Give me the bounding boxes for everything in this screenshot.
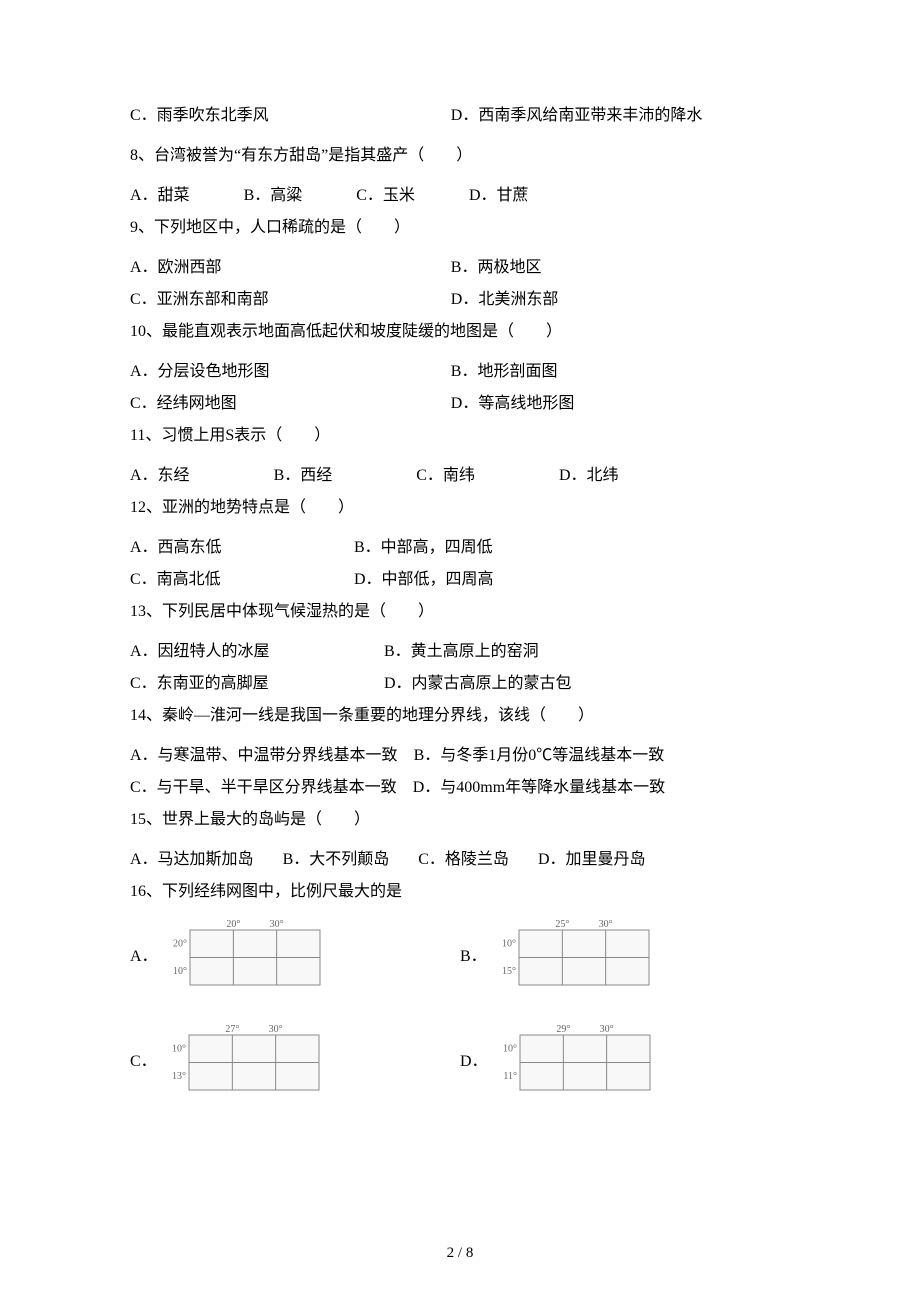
q10-option-c: C．经纬网地图 bbox=[130, 388, 447, 420]
q12-option-a: A．西高东低 bbox=[130, 532, 300, 564]
grid-diagram-b: 25° 30° 10° 15° bbox=[495, 916, 655, 991]
q11-option-a: A．东经 bbox=[130, 460, 190, 492]
q13-option-a: A．因纽特人的冰屋 bbox=[130, 636, 330, 668]
q9-stem: 9、下列地区中，人口稀疏的是（ ） bbox=[130, 212, 790, 244]
q8-option-c: C．玉米 bbox=[356, 180, 415, 212]
q14-stem: 14、秦岭—淮河一线是我国一条重要的地理分界线，该线（ ） bbox=[130, 700, 790, 732]
q14-option-a: A．与寒温带、中温带分界线基本一致 bbox=[130, 747, 398, 764]
q16-option-d: D． 29° 30° 10° 11° bbox=[460, 1021, 790, 1096]
q15-option-b: B．大不列颠岛 bbox=[283, 844, 390, 876]
q11-option-d: D．北纬 bbox=[559, 460, 619, 492]
q14-option-c: C．与干旱、半干旱区分界线基本一致 bbox=[130, 779, 397, 796]
svg-text:25°: 25° bbox=[555, 919, 569, 930]
grid-diagram-c: 27° 30° 10° 13° bbox=[165, 1021, 325, 1096]
q13-options-cd: C．东南亚的高脚屋 D．内蒙古高原上的蒙古包 bbox=[130, 668, 790, 700]
q9-option-c: C．亚洲东部和南部 bbox=[130, 284, 447, 316]
q16-label-a: A． bbox=[130, 942, 158, 966]
svg-text:20°: 20° bbox=[226, 919, 240, 930]
q16-label-c: C． bbox=[130, 1047, 157, 1071]
q10-stem: 10、最能直观表示地面高低起伏和坡度陡缓的地图是（ ） bbox=[130, 316, 790, 348]
svg-text:29°: 29° bbox=[556, 1024, 570, 1035]
grid-diagram-a: 20° 30° 20° 10° bbox=[166, 916, 326, 991]
q7-option-c: C．雨季吹东北季风 bbox=[130, 100, 447, 132]
q13-option-c: C．东南亚的高脚屋 bbox=[130, 668, 330, 700]
q13-option-b: B．黄土高原上的窑洞 bbox=[384, 636, 539, 668]
q11-options: A．东经 B．西经 C．南纬 D．北纬 bbox=[130, 460, 790, 492]
q10-options-ab: A．分层设色地形图 B．地形剖面图 bbox=[130, 356, 790, 388]
q13-stem: 13、下列民居中体现气候湿热的是（ ） bbox=[130, 596, 790, 628]
q15-stem: 15、世界上最大的岛屿是（ ） bbox=[130, 804, 790, 836]
svg-text:15°: 15° bbox=[502, 966, 516, 977]
svg-text:10°: 10° bbox=[172, 1044, 186, 1055]
q16-option-a: A． 20° 30° 20° 10° bbox=[130, 916, 460, 991]
q8-option-a: A．甜菜 bbox=[130, 180, 190, 212]
q8-stem: 8、台湾被誉为“有东方甜岛”是指其盛产（ ） bbox=[130, 140, 790, 172]
q10-option-a: A．分层设色地形图 bbox=[130, 356, 447, 388]
q9-option-b: B．两极地区 bbox=[451, 252, 768, 284]
svg-text:30°: 30° bbox=[269, 919, 283, 930]
svg-text:30°: 30° bbox=[268, 1024, 282, 1035]
q14-option-d: D．与400mm年等降水量线基本一致 bbox=[413, 779, 665, 796]
q15-options: A．马达加斯加岛 B．大不列颠岛 C．格陵兰岛 D．加里曼丹岛 bbox=[130, 844, 790, 876]
q7-option-d: D．西南季风给南亚带来丰沛的降水 bbox=[451, 100, 768, 132]
q15-option-d: D．加里曼丹岛 bbox=[538, 844, 646, 876]
q11-option-b: B．西经 bbox=[274, 460, 333, 492]
q10-option-d: D．等高线地形图 bbox=[451, 388, 768, 420]
q12-option-c: C．南高北低 bbox=[130, 564, 300, 596]
q10-option-b: B．地形剖面图 bbox=[451, 356, 768, 388]
q16-stem: 16、下列经纬网图中，比例尺最大的是 bbox=[130, 876, 790, 908]
q9-options-cd: C．亚洲东部和南部 D．北美洲东部 bbox=[130, 284, 790, 316]
q15-option-a: A．马达加斯加岛 bbox=[130, 844, 254, 876]
svg-text:10°: 10° bbox=[173, 966, 187, 977]
svg-text:30°: 30° bbox=[598, 919, 612, 930]
q16-label-b: B． bbox=[460, 942, 487, 966]
svg-text:30°: 30° bbox=[599, 1024, 613, 1035]
q7-options-cd: C．雨季吹东北季风 D．西南季风给南亚带来丰沛的降水 bbox=[130, 100, 790, 132]
q11-option-c: C．南纬 bbox=[416, 460, 475, 492]
svg-text:27°: 27° bbox=[225, 1024, 239, 1035]
q16-label-d: D． bbox=[460, 1047, 488, 1071]
q14-options-ab: A．与寒温带、中温带分界线基本一致 B．与冬季1月份0℃等温线基本一致 bbox=[130, 740, 790, 772]
q9-option-d: D．北美洲东部 bbox=[451, 284, 768, 316]
q8-option-b: B．高粱 bbox=[244, 180, 303, 212]
svg-text:11°: 11° bbox=[503, 1071, 517, 1082]
q14-option-b: B．与冬季1月份0℃等温线基本一致 bbox=[414, 747, 665, 764]
q12-option-b: B．中部高，四周低 bbox=[354, 532, 493, 564]
svg-text:13°: 13° bbox=[172, 1071, 186, 1082]
q10-options-cd: C．经纬网地图 D．等高线地形图 bbox=[130, 388, 790, 420]
svg-text:10°: 10° bbox=[502, 939, 516, 950]
q11-stem: 11、习惯上用S表示（ ） bbox=[130, 420, 790, 452]
q16-option-c: C． 27° 30° 10° 13° bbox=[130, 1021, 460, 1096]
q16-option-b: B． 25° 30° 10° 15° bbox=[460, 916, 790, 991]
q16-options: A． 20° 30° 20° 10° B． 25° 30° 10° 15° C． 27° 30… bbox=[130, 916, 790, 1126]
q13-options-ab: A．因纽特人的冰屋 B．黄土高原上的窑洞 bbox=[130, 636, 790, 668]
page-number: 2 / 8 bbox=[0, 1245, 920, 1262]
q12-stem: 12、亚洲的地势特点是（ ） bbox=[130, 492, 790, 524]
svg-text:10°: 10° bbox=[503, 1044, 517, 1055]
q13-option-d: D．内蒙古高原上的蒙古包 bbox=[384, 668, 572, 700]
q9-options-ab: A．欧洲西部 B．两极地区 bbox=[130, 252, 790, 284]
q8-option-d: D．甘蔗 bbox=[469, 180, 529, 212]
q8-options: A．甜菜 B．高粱 C．玉米 D．甘蔗 bbox=[130, 180, 790, 212]
q14-options-cd: C．与干旱、半干旱区分界线基本一致 D．与400mm年等降水量线基本一致 bbox=[130, 772, 790, 804]
q12-option-d: D．中部低，四周高 bbox=[354, 564, 494, 596]
q12-options-cd: C．南高北低 D．中部低，四周高 bbox=[130, 564, 790, 596]
q9-option-a: A．欧洲西部 bbox=[130, 252, 447, 284]
svg-text:20°: 20° bbox=[173, 939, 187, 950]
q15-option-c: C．格陵兰岛 bbox=[418, 844, 509, 876]
q12-options-ab: A．西高东低 B．中部高，四周低 bbox=[130, 532, 790, 564]
grid-diagram-d: 29° 30° 10° 11° bbox=[496, 1021, 656, 1096]
